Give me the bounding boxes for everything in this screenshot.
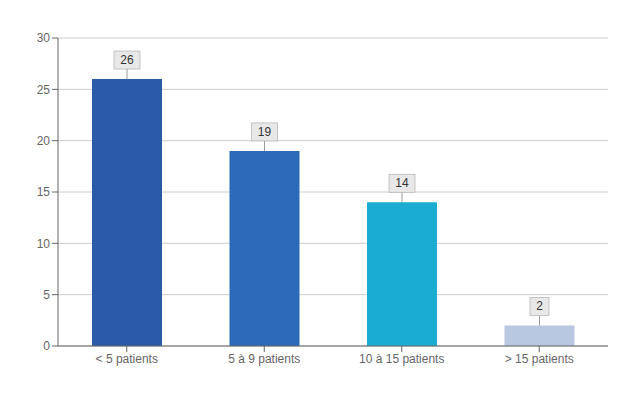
svg-text:2: 2 [536, 299, 543, 313]
svg-text:< 5 patients: < 5 patients [96, 352, 158, 366]
svg-text:19: 19 [258, 125, 272, 139]
svg-text:0: 0 [43, 339, 50, 353]
svg-text:10: 10 [37, 237, 51, 251]
svg-text:30: 30 [37, 31, 51, 45]
svg-text:26: 26 [120, 53, 134, 67]
svg-text:10 à 15 patients: 10 à 15 patients [359, 352, 444, 366]
svg-text:5: 5 [43, 288, 50, 302]
svg-text:> 15 patients: > 15 patients [505, 352, 574, 366]
svg-text:15: 15 [37, 185, 51, 199]
svg-text:20: 20 [37, 134, 51, 148]
svg-text:14: 14 [395, 176, 409, 190]
svg-text:25: 25 [37, 83, 51, 97]
svg-text:5 à 9 patients: 5 à 9 patients [228, 352, 300, 366]
